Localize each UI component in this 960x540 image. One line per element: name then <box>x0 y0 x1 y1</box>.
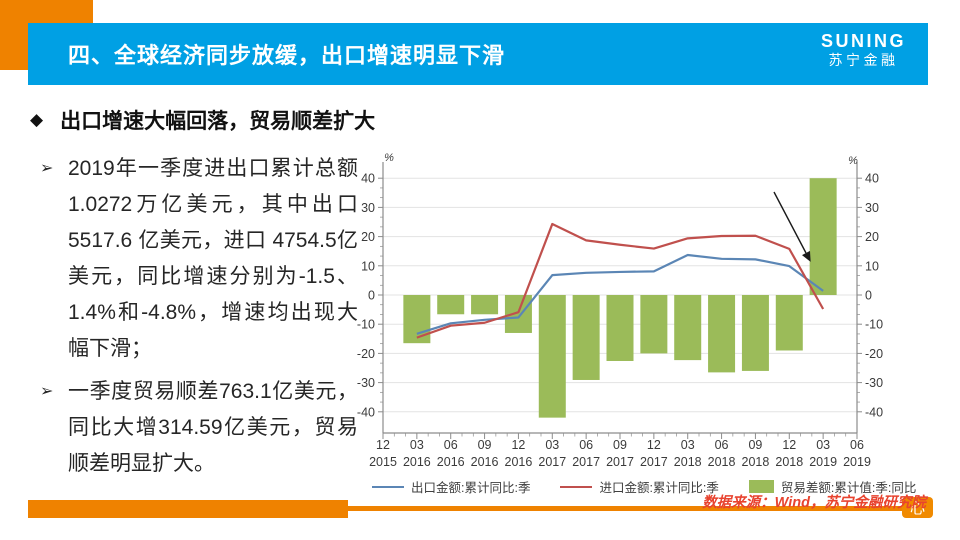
arrow-bullet-icon: ➢ <box>40 160 54 177</box>
svg-text:%: % <box>384 152 394 164</box>
diamond-bullet-icon: ◆ <box>30 110 44 129</box>
svg-text:2016: 2016 <box>471 455 499 469</box>
footer-accent-line <box>348 506 930 511</box>
section-heading: ◆ 出口增速大幅回落，贸易顺差扩大 <box>30 105 375 135</box>
svg-text:-30: -30 <box>865 376 883 390</box>
svg-text:2015: 2015 <box>369 455 397 469</box>
arrow-bullet-icon: ➢ <box>40 383 54 400</box>
svg-text:12: 12 <box>782 438 796 452</box>
svg-text:09: 09 <box>478 438 492 452</box>
svg-text:09: 09 <box>748 438 762 452</box>
footer-accent-bar <box>28 500 348 518</box>
logo-text-en: SUNING <box>820 31 906 51</box>
trade-chart-container: -40 -40 -30 -30 -20 -20 -10 -10 0 0 10 10 20 20 30 30 40… <box>355 150 955 480</box>
svg-text:-10: -10 <box>357 318 375 332</box>
svg-text:03: 03 <box>410 438 424 452</box>
svg-text:2016: 2016 <box>437 455 465 469</box>
svg-text:2016: 2016 <box>505 455 533 469</box>
svg-text:2017: 2017 <box>538 455 566 469</box>
svg-text:2017: 2017 <box>572 455 600 469</box>
svg-text:2016: 2016 <box>403 455 431 469</box>
svg-text:12: 12 <box>647 438 661 452</box>
svg-text:2017: 2017 <box>640 455 668 469</box>
svg-text:2018: 2018 <box>674 455 702 469</box>
balance-bar-swatch <box>748 480 774 493</box>
svg-text:20: 20 <box>865 230 879 244</box>
svg-text:03: 03 <box>681 438 695 452</box>
svg-text:06: 06 <box>579 438 593 452</box>
legend-item-export: 出口金额:累计同比:季 <box>372 477 530 496</box>
legend-item-balance: 贸易差额:累计值:季:同比 <box>748 477 917 496</box>
heart-watermark-icon: 心 <box>902 497 933 518</box>
svg-text:2019: 2019 <box>809 455 837 469</box>
svg-text:03: 03 <box>545 438 559 452</box>
svg-text:20: 20 <box>361 230 375 244</box>
legend-label-export: 出口金额:累计同比:季 <box>411 481 531 495</box>
svg-text:06: 06 <box>444 438 458 452</box>
svg-text:06: 06 <box>715 438 729 452</box>
svg-text:0: 0 <box>368 289 375 303</box>
svg-text:10: 10 <box>361 259 375 273</box>
svg-text:2017: 2017 <box>606 455 634 469</box>
page-title: 四、全球经济同步放缓，出口增速明显下滑 <box>68 43 506 68</box>
svg-text:-30: -30 <box>357 376 375 390</box>
logo-text-cn: 苏宁金融 <box>828 51 899 68</box>
svg-text:03: 03 <box>816 438 830 452</box>
svg-text:0: 0 <box>865 289 872 303</box>
svg-text:40: 40 <box>865 172 879 186</box>
list-item: ➢ 一季度贸易顺差763.1亿美元，同比大增314.59亿美元，贸易顺差明显扩大… <box>40 374 358 482</box>
export-line-swatch <box>372 485 404 488</box>
svg-text:12: 12 <box>376 438 390 452</box>
svg-text:10: 10 <box>865 259 879 273</box>
legend-label-import: 进口金额:累计同比:季 <box>599 481 719 495</box>
svg-text:-10: -10 <box>865 318 883 332</box>
svg-text:30: 30 <box>361 201 375 215</box>
svg-text:2019: 2019 <box>843 455 871 469</box>
section-heading-text: 出口增速大幅回落，贸易顺差扩大 <box>60 110 376 133</box>
data-source-note: 数据来源：Wind，苏宁金融研究院 <box>702 495 926 511</box>
svg-text:%: % <box>848 155 858 167</box>
trade-chart: -40 -40 -30 -30 -20 -20 -10 -10 0 0 10 10 20 20 30 30 40… <box>357 152 883 469</box>
bullet-text-1: 2019年一季度进出口累计总额1.0272万亿美元，其中出口 5517.6 亿美… <box>68 157 358 360</box>
chart-legend: 出口金额:累计同比:季 进口金额:累计同比:季 贸易差额:累计值:季:同比 <box>372 477 916 496</box>
svg-text:30: 30 <box>865 201 879 215</box>
svg-text:40: 40 <box>361 172 375 186</box>
legend-item-import: 进口金额:累计同比:季 <box>560 477 719 496</box>
svg-text:2018: 2018 <box>708 455 736 469</box>
bullet-text-2: 一季度贸易顺差763.1亿美元，同比大增314.59亿美元，贸易顺差明显扩大。 <box>68 380 358 475</box>
svg-text:09: 09 <box>613 438 627 452</box>
svg-text:12: 12 <box>511 438 525 452</box>
import-line-swatch <box>560 485 593 488</box>
bullet-list: ➢ 2019年一季度进出口累计总额1.0272万亿美元，其中出口 5517.6 … <box>40 151 358 482</box>
svg-text:06: 06 <box>850 438 864 452</box>
suning-logo: SUNING 苏宁金融 <box>821 31 906 68</box>
svg-text:2018: 2018 <box>775 455 803 469</box>
svg-text:-40: -40 <box>357 405 375 419</box>
legend-label-balance: 贸易差额:累计值:季:同比 <box>780 481 917 495</box>
svg-text:-20: -20 <box>865 347 883 361</box>
header-bar: 四、全球经济同步放缓，出口增速明显下滑 SUNING 苏宁金融 <box>28 23 928 85</box>
svg-text:-20: -20 <box>357 347 375 361</box>
svg-text:2018: 2018 <box>742 455 770 469</box>
list-item: ➢ 2019年一季度进出口累计总额1.0272万亿美元，其中出口 5517.6 … <box>40 151 358 367</box>
svg-text:-40: -40 <box>865 405 883 419</box>
